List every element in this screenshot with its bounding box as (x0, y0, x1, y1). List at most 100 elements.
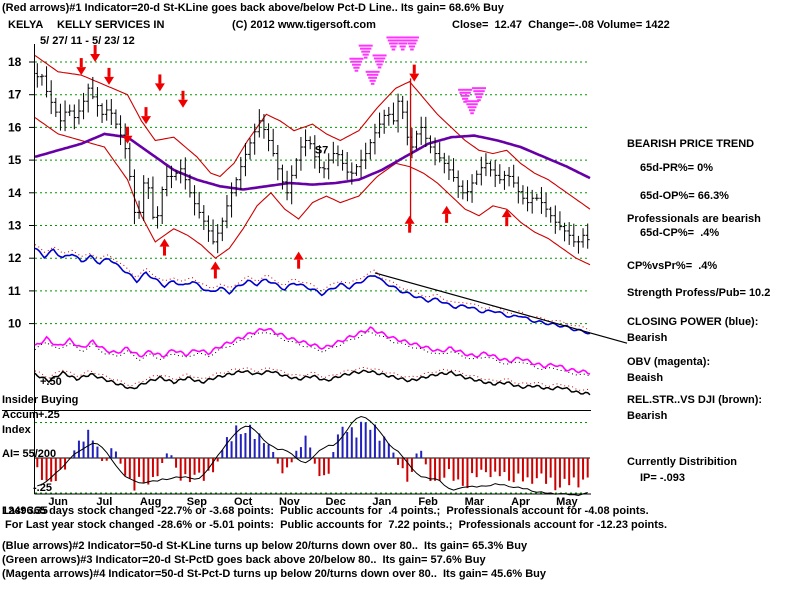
signal4-magenta: (Magenta arrows)#4 Indicator=50-d St-Pct… (2, 568, 547, 580)
sell-arrow (178, 99, 188, 108)
accum-histogram-bar (336, 434, 339, 458)
accum-histogram-bar (554, 458, 557, 491)
sell-arrow (141, 116, 151, 125)
month-label: Jul (96, 496, 112, 508)
minus25-label: -.25 (33, 482, 52, 494)
accum-histogram-bar (373, 424, 376, 458)
accum-histogram-bar (138, 458, 141, 477)
accum-histogram-bar (54, 458, 57, 482)
sell-arrow-stem (107, 67, 111, 77)
accum-histogram-bar (276, 458, 279, 464)
obv-ma-dotted (34, 330, 591, 377)
accum-histogram-bar (59, 458, 62, 470)
y-axis-label: 10 (8, 317, 22, 331)
accum-histogram-bar (110, 448, 113, 458)
summary-last-year: For Last year stock changed -28.6% or -5… (2, 519, 668, 531)
buy-arrow-stem (163, 246, 166, 256)
accum-histogram-bar (350, 427, 353, 458)
accum-histogram-bar (392, 452, 395, 458)
accum-histogram-bar (558, 458, 561, 488)
accum-histogram-bar (346, 432, 349, 458)
buy-arrow (210, 261, 221, 270)
ai-ratio-label: AI= 55/200 (2, 448, 57, 460)
cp-percent: 65d-CP%= .4% (640, 227, 720, 239)
accum-histogram-bar (318, 458, 321, 477)
accum-histogram-bar (360, 421, 363, 458)
month-label: Jan (372, 496, 391, 508)
accum-histogram-bar (327, 458, 330, 474)
accum-histogram-bar (244, 433, 247, 458)
month-label: May (556, 496, 578, 508)
obv-line (34, 326, 591, 375)
accum-histogram-bar (124, 458, 127, 476)
buy-arrow (293, 251, 304, 260)
accum-histogram-bar (443, 458, 446, 478)
accum-histogram-bar (540, 458, 543, 474)
accum-histogram-bar (410, 458, 413, 472)
accum-histogram-bar (91, 440, 94, 458)
month-label: Nov (279, 496, 301, 508)
accum-histogram-bar (295, 450, 298, 458)
accum-histogram-bar (258, 433, 261, 458)
accum-histogram-bar (142, 458, 145, 483)
accum-histogram-bar (452, 458, 455, 481)
moving-average-line (34, 132, 591, 191)
accum-histogram-bar (508, 458, 511, 481)
buy-arrow-stem (408, 223, 412, 233)
month-label: Apr (511, 496, 531, 508)
accum-histogram-bar (87, 429, 90, 458)
month-label: Mar (465, 496, 485, 508)
sell-arrow (104, 76, 114, 85)
accum-histogram-bar (503, 458, 506, 473)
accum-histogram-bar (216, 458, 219, 462)
buy-arrow-stem (445, 213, 449, 223)
accum-histogram-bar (568, 458, 571, 486)
closing-power-ma-dotted (34, 244, 591, 331)
buy-arrow (441, 205, 452, 214)
accum-histogram-bar (40, 458, 43, 480)
sell-arrow (154, 83, 165, 92)
ip-value: IP= -.093 (640, 472, 685, 484)
accum-histogram-bar (207, 458, 210, 471)
professionals-status: Professionals are bearish (627, 213, 761, 225)
accum-histogram-bar (475, 458, 478, 478)
obv-status: Beaish (627, 372, 664, 384)
month-label: Dec (326, 496, 346, 508)
accum-histogram-bar (471, 458, 474, 474)
accum-histogram-bar (119, 458, 122, 464)
sell-arrow-stem (181, 90, 185, 100)
accum-histogram-bar (406, 458, 409, 482)
month-label: Aug (140, 496, 161, 508)
accum-histogram-bar (175, 458, 178, 468)
y-axis-label: 18 (8, 55, 22, 69)
accum-histogram-bar (249, 424, 252, 458)
accum-histogram-bar (429, 458, 432, 481)
accum-histogram-bar (355, 437, 358, 458)
accum-label: Accum (2, 409, 39, 421)
accum-histogram-bar (420, 450, 423, 458)
accum-histogram-bar (549, 458, 552, 478)
accum-histogram-bar (461, 458, 464, 486)
pr-percent: 65d-PR%= 0% (640, 162, 714, 174)
accum-histogram-bar (480, 458, 483, 470)
accum-histogram-bar (332, 452, 335, 458)
accum-histogram-bar (586, 458, 589, 478)
accum-histogram-bar (521, 458, 524, 482)
accum-histogram-bar (494, 458, 497, 472)
sell-arrow-stem (144, 107, 148, 117)
sell-arrow-stem (79, 58, 83, 68)
accum-histogram-bar (101, 458, 104, 461)
plus25-label: +.25 (38, 409, 60, 421)
index-label: Index (2, 424, 31, 436)
month-label: Jun (48, 496, 68, 508)
accum-histogram-bar (225, 437, 228, 458)
quote-info: Close= 12.47 Change=-.08 Volume= 1422 (452, 19, 670, 31)
accum-histogram-bar (50, 458, 53, 482)
accum-histogram-bar (369, 429, 372, 458)
relative-strength-status: Bearish (627, 410, 668, 422)
accum-histogram-bar (179, 458, 182, 481)
strength-ratio: Strength Profess/Pub= 10.2 (627, 287, 771, 299)
accum-histogram-bar (184, 458, 187, 475)
plus50-label: +.50 (40, 376, 62, 388)
